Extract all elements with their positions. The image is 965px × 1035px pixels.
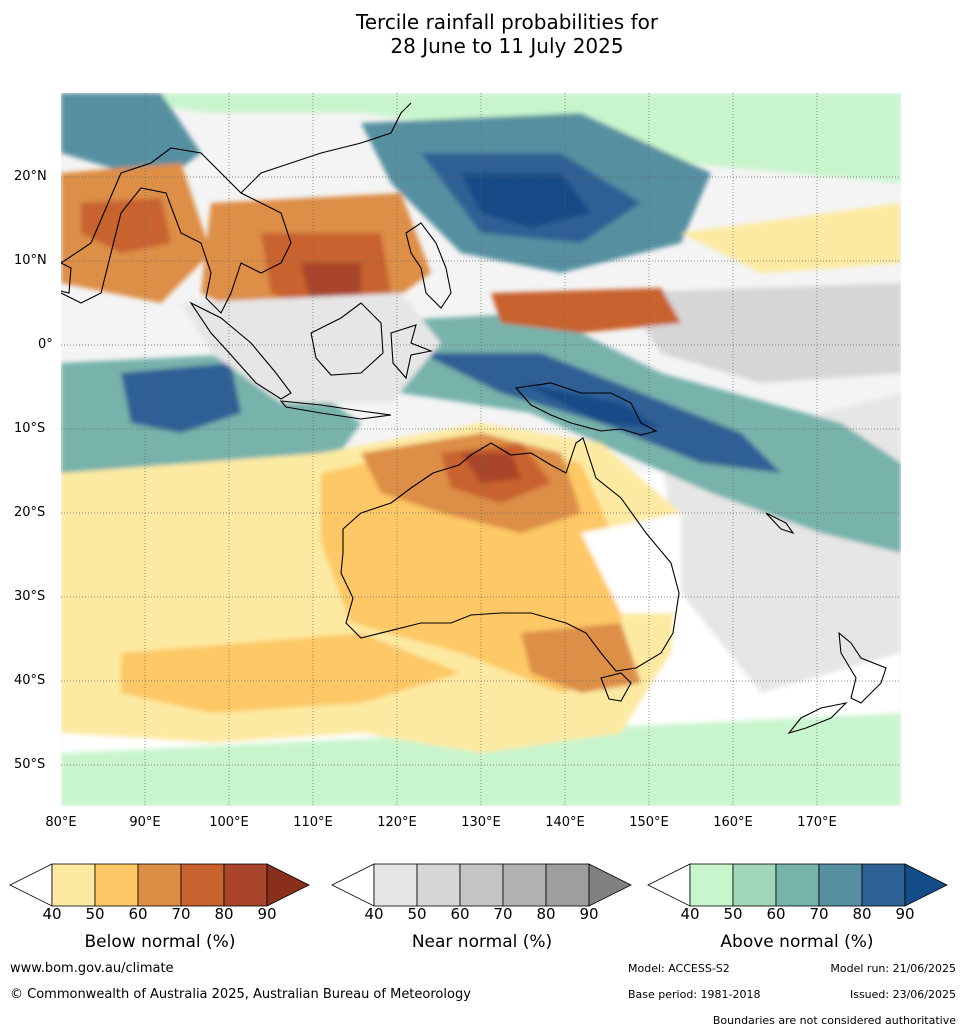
near-tick-60: 60 [450, 905, 470, 923]
footer-url[interactable]: www.bom.gov.au/climate [10, 961, 174, 976]
above-tick-60: 60 [766, 905, 786, 923]
above-colorbar-bin-4 [818, 863, 863, 907]
above-colorbar-bin-2 [732, 863, 777, 907]
new-zealand-north-coast [838, 631, 887, 704]
footer-model-run: Model run: 21/06/2025 [830, 962, 956, 975]
near-colorbar-over [588, 863, 632, 907]
java-coast [279, 400, 392, 420]
map-svg [61, 93, 901, 806]
below-colorbar-bin-2 [94, 863, 139, 907]
above-colorbar-over [904, 863, 948, 907]
above-tick-80: 80 [852, 905, 872, 923]
footer-base-period: Base period: 1981-2018 [628, 988, 761, 1001]
below-colorbar-bin-4 [180, 863, 225, 907]
lon-label-100e: 100°E [209, 815, 249, 830]
below-colorbar-over [266, 863, 310, 907]
footer-issued: Issued: 23/06/2025 [849, 988, 956, 1001]
above-colorbar-under [647, 863, 691, 907]
borneo-coast [310, 302, 384, 376]
near-tick-70: 70 [493, 905, 513, 923]
below-tick-90: 90 [257, 905, 277, 923]
lon-label-110e: 110°E [293, 815, 333, 830]
above-normal-title: Above normal (%) [720, 932, 874, 952]
near-tick-50: 50 [407, 905, 427, 923]
above-colorbar-bin-1 [689, 863, 734, 907]
australia-coast [340, 437, 680, 672]
below-tick-50: 50 [85, 905, 105, 923]
lon-label-150e: 150°E [629, 815, 669, 830]
near-tick-90: 90 [579, 905, 599, 923]
lat-label-40s: 40°S [14, 673, 46, 688]
sulawesi-coast [390, 324, 433, 380]
near-tick-40: 40 [364, 905, 384, 923]
sri-lanka-coast [61, 262, 72, 294]
new-guinea-coast [514, 382, 658, 436]
mainland-asia-coast [61, 147, 292, 314]
lat-label-10s: 10°S [14, 421, 46, 436]
below-colorbar-under [9, 863, 53, 907]
above-tick-40: 40 [680, 905, 700, 923]
near-normal-colorbar [331, 863, 632, 907]
near-colorbar-under [331, 863, 375, 907]
lat-label-30s: 30°S [14, 589, 46, 604]
below-normal-colorbar [9, 863, 310, 907]
tasmania-coast [600, 672, 632, 702]
lon-label-160e: 160°E [713, 815, 753, 830]
footer-copyright: © Commonwealth of Australia 2025, Austra… [10, 987, 471, 1002]
new-zealand-south-coast [787, 702, 848, 735]
above-tick-50: 50 [723, 905, 743, 923]
near-normal-title: Near normal (%) [411, 932, 553, 952]
map-title: Tercile rainfall probabilities for 28 Ju… [0, 10, 965, 58]
lon-label-170e: 170°E [797, 815, 837, 830]
title-line-1: Tercile rainfall probabilities for [355, 10, 659, 34]
graticule [61, 93, 901, 806]
above-tick-90: 90 [895, 905, 915, 923]
lat-label-10n: 10°N [14, 253, 47, 268]
above-tick-70: 70 [809, 905, 829, 923]
near-colorbar-bin-4 [502, 863, 547, 907]
above-colorbar-bin-5 [861, 863, 906, 907]
below-normal-title: Below normal (%) [84, 932, 236, 952]
philippines-coast [405, 222, 452, 309]
lat-label-20n: 20°N [14, 169, 47, 184]
near-tick-80: 80 [536, 905, 556, 923]
lon-label-130e: 130°E [461, 815, 501, 830]
lon-label-80e: 80°E [45, 815, 77, 830]
above-normal-colorbar [647, 863, 948, 907]
new-caledonia-coast [765, 512, 795, 535]
lat-label-50s: 50°S [14, 757, 46, 772]
rainfall-probability-map [61, 93, 901, 806]
near-colorbar-bin-2 [416, 863, 461, 907]
lon-label-90e: 90°E [129, 815, 161, 830]
footer-disclaimer: Boundaries are not considered authoritat… [712, 1014, 956, 1027]
lon-label-120e: 120°E [377, 815, 417, 830]
near-colorbar-bin-3 [459, 863, 504, 907]
below-tick-80: 80 [214, 905, 234, 923]
above-colorbar-bin-3 [775, 863, 820, 907]
coastlines [61, 102, 887, 735]
below-colorbar-bin-5 [223, 863, 268, 907]
below-colorbar-bin-3 [137, 863, 182, 907]
near-colorbar-bin-5 [545, 863, 590, 907]
below-tick-70: 70 [171, 905, 191, 923]
lat-label-0: 0° [38, 337, 53, 352]
lon-label-140e: 140°E [545, 815, 585, 830]
lat-label-20s: 20°S [14, 505, 46, 520]
below-tick-40: 40 [42, 905, 62, 923]
below-colorbar-bin-1 [51, 863, 96, 907]
below-tick-60: 60 [128, 905, 148, 923]
footer-model: Model: ACCESS-S2 [628, 962, 730, 975]
southeast-asia-coast [240, 102, 412, 194]
near-colorbar-bin-1 [373, 863, 418, 907]
title-line-2: 28 June to 11 July 2025 [390, 34, 624, 58]
sumatra-coast [189, 301, 292, 400]
